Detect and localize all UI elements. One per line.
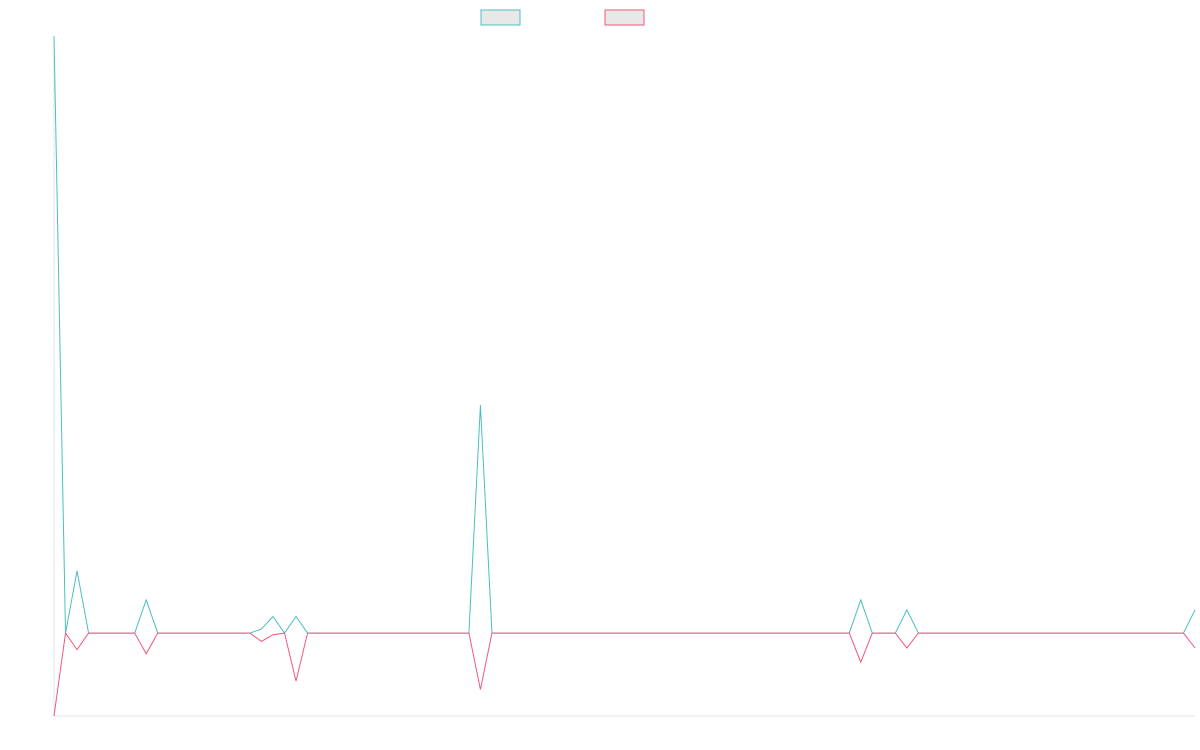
series-layer [53,35,1196,717]
legend [480,9,645,26]
legend-swatch-1[interactable] [480,9,521,26]
legend-swatch-2[interactable] [604,9,645,26]
series-line-2 [53,631,1196,717]
series-line-1 [53,35,1196,634]
